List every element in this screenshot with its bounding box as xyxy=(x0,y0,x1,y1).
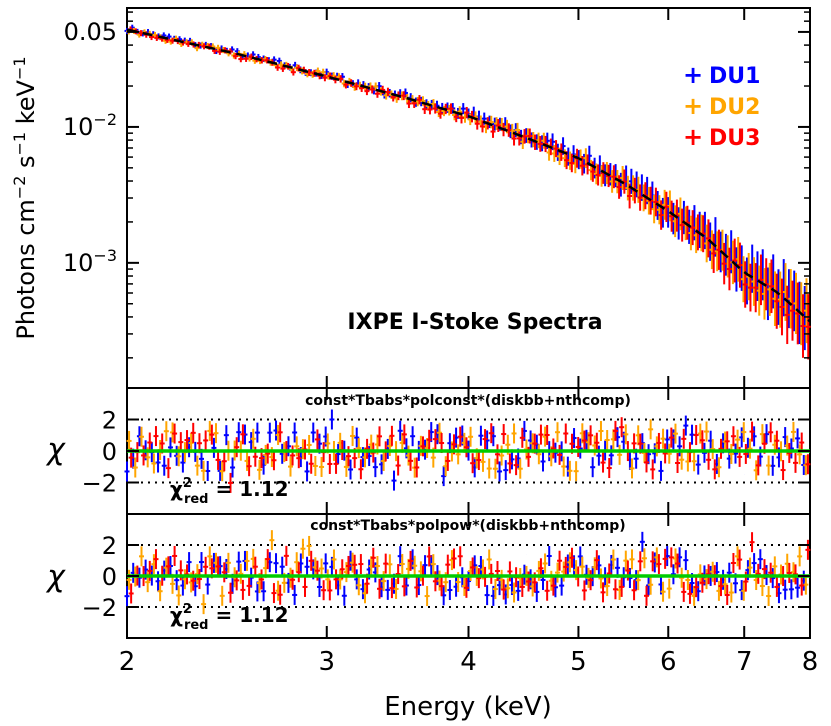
x-axis-label: Energy (keV) xyxy=(384,692,552,722)
residual-y-tick-label: 2 xyxy=(102,407,117,435)
residual-series-du2 xyxy=(126,530,811,615)
series-du2 xyxy=(126,27,811,346)
legend: + DU1 + DU2 + DU3 xyxy=(683,61,760,151)
residual-y-tick-label: −2 xyxy=(82,470,117,498)
chi2-annotation-1: χ2 red = 1.12 xyxy=(170,476,289,507)
x-tick-label: 3 xyxy=(318,647,335,677)
residual-series-du3 xyxy=(126,532,811,606)
x-tick-label: 2 xyxy=(119,647,136,677)
residual-y-tick-label: 0 xyxy=(102,563,117,591)
spectrum-plot xyxy=(124,24,811,360)
residual-y-tick-label: 0 xyxy=(102,438,117,466)
x-tick-label: 5 xyxy=(570,647,587,677)
y-tick-label: 10−3 xyxy=(63,246,117,277)
legend-label-du2: DU2 xyxy=(709,95,760,120)
chi2-annotation-2: χ2 red = 1.12 xyxy=(170,602,289,633)
residual-2-title: const*Tbabs*polpow*(diskbb+nthcomp) xyxy=(310,518,625,534)
series-du1 xyxy=(124,24,811,351)
y-axis-label: Photons cm−2 s−1 keV−1 xyxy=(10,56,40,339)
residual-2-ylabel: χ xyxy=(45,559,66,594)
x-tick-label: 6 xyxy=(660,647,677,677)
y-tick-label: 0.05 xyxy=(64,18,117,46)
model-curve xyxy=(126,28,811,323)
residual-1-title: const*Tbabs*polconst*(diskbb+nthcomp) xyxy=(305,393,631,409)
residual-series-du3 xyxy=(126,417,811,493)
x-tick-label: 7 xyxy=(736,647,753,677)
legend-marker-du3: + xyxy=(683,123,703,151)
residual-plot-2 xyxy=(124,530,811,615)
x-tick-label: 4 xyxy=(460,647,477,677)
legend-marker-du1: + xyxy=(683,61,703,89)
legend-label-du3: DU3 xyxy=(709,126,760,151)
spectrum-title: IXPE I-Stoke Spectra xyxy=(347,310,602,335)
residual-y-tick-label: −2 xyxy=(82,594,117,622)
y-tick-label: 10−2 xyxy=(63,110,117,141)
residual-1-ylabel: χ xyxy=(45,432,66,467)
x-tick-label: 8 xyxy=(802,647,819,677)
legend-marker-du2: + xyxy=(683,92,703,120)
residual-plot-1 xyxy=(124,409,811,493)
residual-y-tick-label: 2 xyxy=(102,532,117,560)
legend-label-du1: DU1 xyxy=(709,64,760,89)
